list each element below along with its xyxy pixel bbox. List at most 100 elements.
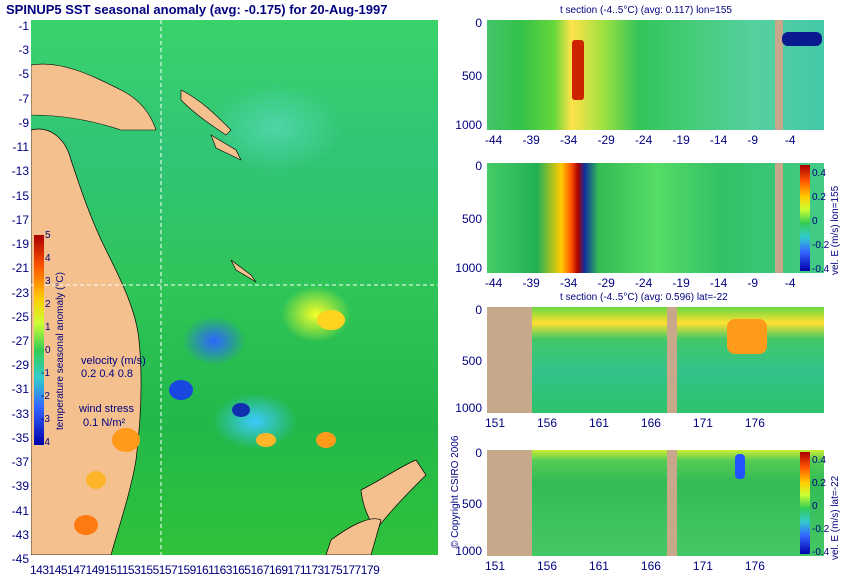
panel-xtick: -4 bbox=[784, 133, 796, 147]
cb-tick-m4: -4 bbox=[41, 437, 50, 448]
panel4-west-flow bbox=[735, 454, 745, 479]
panel1-title: t section (-4..5°C) (avg: 0.117) lon=155 bbox=[560, 5, 732, 16]
lat-label: -21 bbox=[11, 261, 29, 276]
panel-ytick: 0 bbox=[475, 16, 482, 30]
lat-label: -15 bbox=[11, 188, 29, 203]
panel-xtick: 151 bbox=[485, 559, 506, 573]
wind-key-label: wind stress bbox=[79, 403, 135, 415]
panel-xtick: -34 bbox=[559, 133, 578, 147]
panel-xtick: 161 bbox=[588, 416, 609, 430]
lat-label: -43 bbox=[11, 527, 29, 542]
lat-label: -13 bbox=[11, 164, 29, 179]
cb-tick-4: 4 bbox=[45, 253, 51, 264]
lat-label: -39 bbox=[11, 479, 29, 494]
panel-xtick: 156 bbox=[536, 416, 557, 430]
panel4-colorbar bbox=[800, 452, 810, 554]
cb-tick-5: 5 bbox=[45, 230, 51, 241]
panel-ytick: 1000 bbox=[455, 401, 482, 415]
panel-ytick: 500 bbox=[461, 211, 482, 226]
panel-xtick: 171 bbox=[692, 416, 713, 430]
panel-xtick: 166 bbox=[640, 416, 661, 430]
panel-ytick: 0 bbox=[475, 446, 482, 460]
panel-xtick: 166 bbox=[640, 559, 661, 573]
panel-xtick: -4 bbox=[784, 276, 796, 290]
panel-xtick: -24 bbox=[634, 133, 653, 147]
panel-xtick: 156 bbox=[536, 559, 557, 573]
panel-xtick: 171 bbox=[692, 559, 713, 573]
panel3-warm-patch bbox=[727, 319, 767, 354]
panel-colorbar-tick: -0.2 bbox=[812, 240, 830, 251]
velocity-key-label: velocity (m/s) bbox=[81, 355, 146, 367]
lat-label: -19 bbox=[11, 237, 29, 252]
panel-ytick: 500 bbox=[461, 496, 482, 511]
lat-label: -33 bbox=[11, 406, 29, 421]
lat-label: -11 bbox=[12, 140, 29, 155]
cb-tick-3: 3 bbox=[45, 276, 51, 287]
cb-tick-1: 1 bbox=[45, 322, 51, 333]
panel2-plot[interactable] bbox=[487, 163, 824, 273]
panel3-title: t section (-4..5°C) (avg: 0.596) lat=-22 bbox=[560, 292, 728, 303]
panel2-colorbar bbox=[800, 165, 810, 271]
panel1-cold-core bbox=[782, 32, 822, 46]
panel2-land-mask bbox=[775, 163, 783, 273]
lat-label: -23 bbox=[11, 285, 29, 300]
lon-axis-labels: 1431451471491511531551571591611631651671… bbox=[30, 563, 380, 577]
panel-xtick: -14 bbox=[709, 133, 728, 147]
cb-tick-m1: -1 bbox=[41, 368, 50, 379]
panel-ytick: 500 bbox=[461, 353, 482, 368]
lat-label: -35 bbox=[11, 430, 29, 445]
panel-xtick: -9 bbox=[747, 276, 759, 290]
colorbar-label: temperature seasonal anomaly (°C) bbox=[55, 272, 66, 430]
panel-colorbar-tick: -0.4 bbox=[812, 264, 830, 275]
panel4-colorbar-label: vel. E (m/s) lat=-22 bbox=[830, 475, 841, 560]
panel2-colorbar-label: vel. E (m/s) lon=155 bbox=[830, 185, 841, 275]
panel1-plot[interactable] bbox=[487, 20, 824, 130]
panel-colorbar-tick: 0.2 bbox=[812, 192, 826, 203]
lat-label: -5 bbox=[18, 67, 29, 82]
panel-xtick: -19 bbox=[672, 133, 690, 147]
panel-ytick: 1000 bbox=[455, 118, 482, 132]
cb-tick-m3: -3 bbox=[41, 414, 50, 425]
panel-ytick: 1000 bbox=[455, 261, 482, 275]
cb-tick-0: 0 bbox=[45, 345, 51, 356]
sst-anomaly-map[interactable]: 5 4 3 2 1 0 -1 -2 -3 -4 temperature seas… bbox=[31, 20, 438, 555]
panel-ytick: 0 bbox=[475, 159, 482, 173]
lat-label: -41 bbox=[11, 503, 29, 518]
lat-label: -31 bbox=[11, 382, 29, 397]
lat-label: -29 bbox=[11, 358, 29, 373]
lat-label: -25 bbox=[11, 309, 29, 324]
panel4-land-mask-2 bbox=[667, 450, 677, 556]
map-title: SPINUP5 SST seasonal anomaly (avg: -0.17… bbox=[6, 2, 388, 17]
panel-colorbar-tick: -0.4 bbox=[812, 547, 830, 558]
panel-xtick: -14 bbox=[709, 276, 728, 290]
panel-colorbar-tick: 0.4 bbox=[812, 168, 826, 179]
panel3-land-mask bbox=[487, 307, 532, 413]
lat-label: -1 bbox=[18, 19, 29, 33]
panel-ytick: 0 bbox=[475, 303, 482, 317]
panel-colorbar-tick: 0.4 bbox=[812, 455, 826, 466]
panel-xtick: -29 bbox=[597, 276, 615, 290]
panel-ytick: 1000 bbox=[455, 544, 482, 558]
panel-colorbar-tick: 0 bbox=[812, 216, 818, 227]
panel-xtick: -44 bbox=[485, 133, 503, 147]
lat-label: -27 bbox=[11, 333, 29, 348]
panel3-plot[interactable] bbox=[487, 307, 824, 413]
lat-label: -7 bbox=[18, 91, 29, 106]
cb-tick-2: 2 bbox=[45, 299, 51, 310]
panel-xtick: -44 bbox=[485, 276, 503, 290]
panel-xtick: -34 bbox=[559, 276, 578, 290]
panel1-warm-core bbox=[572, 40, 584, 100]
panel3-land-mask-2 bbox=[667, 307, 677, 413]
panel-colorbar-tick: -0.2 bbox=[812, 524, 830, 535]
panel-xtick: -19 bbox=[672, 276, 690, 290]
panel-xtick: 151 bbox=[485, 416, 506, 430]
panel-xtick: -29 bbox=[597, 133, 615, 147]
panel-xtick: -39 bbox=[522, 133, 540, 147]
wind-key-value: 0.1 N/m² bbox=[83, 417, 126, 429]
panel-xtick: -9 bbox=[747, 133, 759, 147]
sst-colorbar bbox=[34, 235, 44, 445]
velocity-key-values: 0.2 0.4 0.8 bbox=[81, 368, 133, 380]
lat-label: -9 bbox=[18, 115, 29, 130]
panel1-land-mask bbox=[775, 20, 783, 130]
panel4-plot[interactable] bbox=[487, 450, 824, 556]
